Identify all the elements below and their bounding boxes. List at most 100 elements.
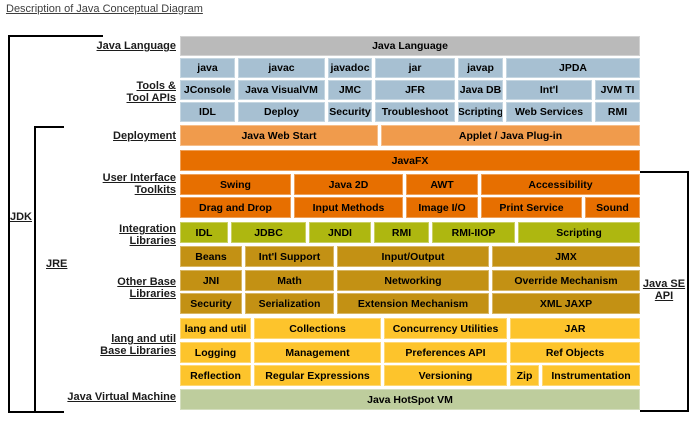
cell-serialization[interactable]: Serialization bbox=[245, 293, 334, 314]
label-other-line1: Other Base bbox=[117, 276, 176, 288]
cell-jmx[interactable]: JMX bbox=[492, 246, 640, 267]
cell-intl[interactable]: Int'l bbox=[506, 80, 592, 100]
cell-integration-idl[interactable]: IDL bbox=[180, 222, 228, 243]
cell-java-language[interactable]: Java Language bbox=[180, 36, 640, 56]
label-lang-util-base-libraries[interactable]: lang and util Base Libraries bbox=[100, 333, 176, 357]
cell-intl-support[interactable]: Int'l Support bbox=[245, 246, 334, 267]
cell-reflection[interactable]: Reflection bbox=[180, 365, 251, 386]
label-other-base-libraries[interactable]: Other Base Libraries bbox=[117, 276, 176, 300]
jdk-bracket-vertical-line bbox=[8, 35, 10, 413]
cell-logging[interactable]: Logging bbox=[180, 342, 251, 363]
cell-xml-jaxp[interactable]: XML JAXP bbox=[492, 293, 640, 314]
cell-tools-scripting[interactable]: Scripting bbox=[458, 102, 503, 122]
cell-java-2d[interactable]: Java 2D bbox=[294, 174, 403, 195]
cell-networking[interactable]: Networking bbox=[337, 270, 489, 291]
cell-ref-objects[interactable]: Ref Objects bbox=[510, 342, 640, 363]
cell-jmc[interactable]: JMC bbox=[328, 80, 372, 100]
cell-preferences-api[interactable]: Preferences API bbox=[384, 342, 507, 363]
cell-javadoc[interactable]: javadoc bbox=[328, 58, 372, 78]
cell-accessibility[interactable]: Accessibility bbox=[481, 174, 640, 195]
cell-base-security[interactable]: Security bbox=[180, 293, 242, 314]
cell-troubleshoot[interactable]: Troubleshoot bbox=[375, 102, 455, 122]
label-user-interface-toolkits[interactable]: User Interface Toolkits bbox=[103, 172, 176, 196]
cell-tools-security[interactable]: Security bbox=[328, 102, 372, 122]
label-java-virtual-machine[interactable]: Java Virtual Machine bbox=[67, 391, 176, 403]
cell-sound[interactable]: Sound bbox=[585, 197, 640, 218]
label-tools-line1: Tools & bbox=[136, 80, 176, 92]
row-other-base-3: Security Serialization Extension Mechani… bbox=[180, 293, 640, 314]
cell-swing[interactable]: Swing bbox=[180, 174, 291, 195]
cell-jni[interactable]: JNI bbox=[180, 270, 242, 291]
cell-java-hotspot-vm[interactable]: Java HotSpot VM bbox=[180, 389, 640, 410]
cell-rmi-iiop[interactable]: RMI-IIOP bbox=[432, 222, 515, 243]
cell-jconsole[interactable]: JConsole bbox=[180, 80, 235, 100]
cell-java[interactable]: java bbox=[180, 58, 235, 78]
row-lang-util-3: Reflection Regular Expressions Versionin… bbox=[180, 365, 640, 386]
cell-applet-java-plug-in[interactable]: Applet / Java Plug-in bbox=[381, 125, 640, 146]
cell-java-visualvm[interactable]: Java VisualVM bbox=[238, 80, 325, 100]
label-langutil-line1: lang and util bbox=[111, 333, 176, 345]
cell-input-methods[interactable]: Input Methods bbox=[294, 197, 403, 218]
cell-integration-rmi[interactable]: RMI bbox=[374, 222, 429, 243]
cell-print-service[interactable]: Print Service bbox=[481, 197, 582, 218]
cell-jndi[interactable]: JNDI bbox=[309, 222, 371, 243]
row-jvm: Java HotSpot VM bbox=[180, 389, 640, 410]
label-deployment[interactable]: Deployment bbox=[113, 130, 176, 142]
description-link[interactable]: Description of Java Conceptual Diagram bbox=[6, 3, 203, 15]
jdk-label[interactable]: JDK bbox=[10, 211, 33, 223]
row-lang-util-2: Logging Management Preferences API Ref O… bbox=[180, 342, 640, 363]
cell-integration-scripting[interactable]: Scripting bbox=[518, 222, 640, 243]
cell-collections[interactable]: Collections bbox=[254, 318, 381, 339]
cell-awt[interactable]: AWT bbox=[406, 174, 478, 195]
cell-java-db[interactable]: Java DB bbox=[458, 80, 503, 100]
cell-override-mechanism[interactable]: Override Mechanism bbox=[492, 270, 640, 291]
row-other-base-2: JNI Math Networking Override Mechanism bbox=[180, 270, 640, 291]
row-tools-3: IDL Deploy Security Troubleshoot Scripti… bbox=[180, 102, 640, 122]
cell-input-output[interactable]: Input/Output bbox=[337, 246, 489, 267]
cell-tools-idl[interactable]: IDL bbox=[180, 102, 235, 122]
cell-zip[interactable]: Zip bbox=[510, 365, 539, 386]
cell-deploy[interactable]: Deploy bbox=[238, 102, 325, 122]
cell-drag-and-drop[interactable]: Drag and Drop bbox=[180, 197, 291, 218]
cell-jfr[interactable]: JFR bbox=[375, 80, 455, 100]
cell-math[interactable]: Math bbox=[245, 270, 334, 291]
cell-image-io[interactable]: Image I/O bbox=[406, 197, 478, 218]
cell-javac[interactable]: javac bbox=[238, 58, 325, 78]
row-tools-1: java javac javadoc jar javap JPDA bbox=[180, 58, 640, 78]
cell-jar[interactable]: jar bbox=[375, 58, 455, 78]
java-se-api-line2: API bbox=[654, 290, 674, 302]
cell-jdbc[interactable]: JDBC bbox=[231, 222, 306, 243]
jdk-bracket-bottom-line bbox=[8, 411, 64, 413]
cell-javafx[interactable]: JavaFX bbox=[180, 150, 640, 171]
row-ui-toolkits-2: Drag and Drop Input Methods Image I/O Pr… bbox=[180, 197, 640, 218]
cell-web-services[interactable]: Web Services bbox=[506, 102, 592, 122]
jre-label[interactable]: JRE bbox=[46, 258, 68, 270]
java-se-api-label[interactable]: Java SE API bbox=[640, 278, 688, 302]
cell-jpda[interactable]: JPDA bbox=[506, 58, 640, 78]
cell-java-web-start[interactable]: Java Web Start bbox=[180, 125, 378, 146]
cell-management[interactable]: Management bbox=[254, 342, 381, 363]
label-integration-libraries[interactable]: Integration Libraries bbox=[119, 223, 176, 247]
javase-bracket-top-line bbox=[640, 171, 689, 173]
cell-concurrency-utilities[interactable]: Concurrency Utilities bbox=[384, 318, 507, 339]
cell-regular-expressions[interactable]: Regular Expressions bbox=[254, 365, 381, 386]
label-tools-tool-apis[interactable]: Tools & Tool APIs bbox=[127, 80, 177, 104]
label-langutil-line2: Base Libraries bbox=[100, 345, 176, 357]
cell-versioning[interactable]: Versioning bbox=[384, 365, 507, 386]
cell-jvm-ti[interactable]: JVM TI bbox=[595, 80, 640, 100]
cell-jar-lib[interactable]: JAR bbox=[510, 318, 640, 339]
row-other-base-1: Beans Int'l Support Input/Output JMX bbox=[180, 246, 640, 267]
jdk-bracket-top-line bbox=[8, 35, 103, 37]
row-javafx: JavaFX bbox=[180, 150, 640, 171]
label-java-language[interactable]: Java Language bbox=[96, 40, 176, 52]
cell-extension-mechanism[interactable]: Extension Mechanism bbox=[337, 293, 489, 314]
cell-javap[interactable]: javap bbox=[458, 58, 503, 78]
row-ui-toolkits-1: Swing Java 2D AWT Accessibility bbox=[180, 174, 640, 195]
label-tools-line2: Tool APIs bbox=[126, 92, 177, 104]
cell-lang-and-util[interactable]: lang and util bbox=[180, 318, 251, 339]
cell-instrumentation[interactable]: Instrumentation bbox=[542, 365, 640, 386]
label-other-line2: Libraries bbox=[129, 288, 176, 300]
javase-bracket-vertical-line bbox=[687, 171, 689, 412]
cell-beans[interactable]: Beans bbox=[180, 246, 242, 267]
cell-tools-rmi[interactable]: RMI bbox=[595, 102, 640, 122]
